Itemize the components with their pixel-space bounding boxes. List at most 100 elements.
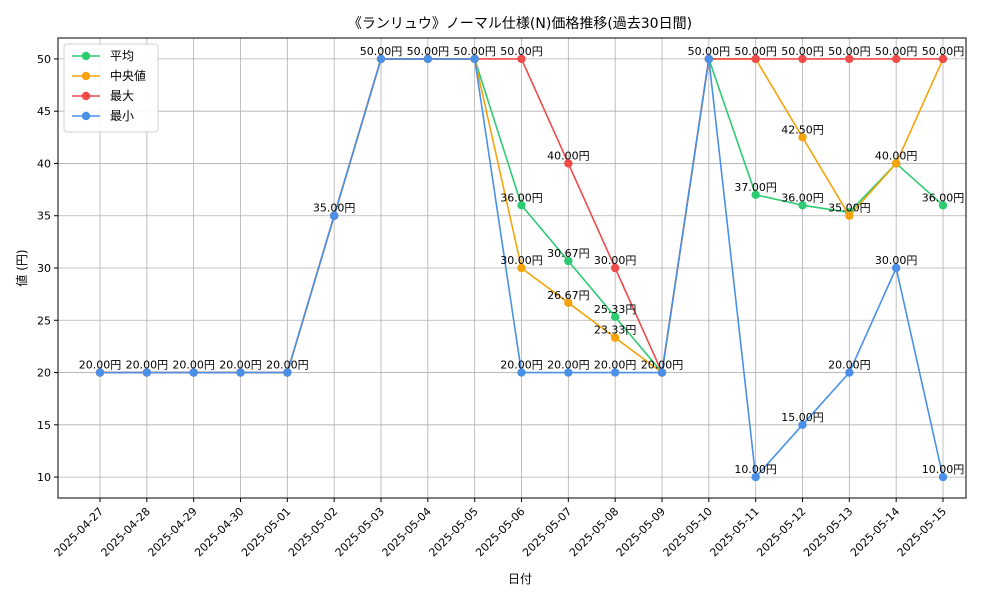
series-point-2 [845,54,854,64]
data-label: 36.00円 [500,191,543,204]
data-label: 10.00円 [922,463,965,476]
data-label: 35.00円 [828,202,871,215]
series-point-3 [329,211,339,220]
data-label: 50.00円 [922,45,965,58]
series-point-3 [704,54,714,64]
y-tick-label: 30 [37,262,51,275]
legend-swatch-marker [81,51,91,61]
legend-swatch-marker [81,71,91,81]
chart-title: 《ランリュウ》ノーマル仕様(N)価格推移(過去30日間) [348,16,692,32]
data-label: 20.00円 [126,359,169,372]
data-label: 25.33円 [594,303,637,316]
series-point-1 [798,133,807,142]
data-label: 36.00円 [922,191,965,204]
legend-box [63,43,159,133]
data-label: 50.00円 [453,45,496,58]
data-label: 50.00円 [734,45,777,58]
data-label: 50.00円 [407,45,450,58]
x-tick-label: 2025-05-10 [661,505,715,559]
series-point-3 [751,472,760,482]
plot-frame [57,37,967,499]
data-label: 20.00円 [828,359,871,372]
series-point-3 [470,54,479,64]
data-label: 26.67円 [547,289,590,302]
data-label: 35.00円 [313,202,356,215]
series-point-3 [798,420,807,430]
x-tick-label: 2025-05-12 [754,505,808,559]
series-point-3 [657,368,667,377]
x-tick-label: 2025-04-28 [99,505,153,559]
x-tick-label: 2025-05-05 [426,505,480,559]
series-point-3 [423,54,433,64]
y-tick-label: 15 [37,419,51,432]
data-label: 20.00円 [79,359,122,372]
x-axis-title: 日付 [508,572,532,586]
series-point-3 [283,368,292,377]
data-label: 20.00円 [172,359,215,372]
axes-layer: 2025-04-272025-04-282025-04-292025-04-30… [37,37,967,559]
series-point-3 [95,368,105,377]
series-layer [95,54,948,482]
data-label: 30.00円 [875,254,918,267]
series-point-0 [938,201,948,210]
x-tick-label: 2025-04-30 [192,505,246,559]
series-point-3 [517,368,526,377]
x-tick-label: 2025-05-06 [473,505,527,559]
series-point-0 [564,256,573,266]
data-label: 20.00円 [547,359,590,372]
legend-label: 平均 [110,49,134,63]
y-tick-label: 20 [37,367,51,380]
x-tick-label: 2025-04-29 [145,505,199,559]
legend-label: 中央値 [110,68,146,83]
series-point-3 [142,368,152,377]
x-tick-label: 2025-05-09 [614,505,668,559]
x-tick-label: 2025-05-07 [520,505,574,559]
data-label: 40.00円 [875,149,918,162]
y-axis-title: 値 (円) [14,249,29,286]
series-point-2 [938,54,948,64]
data-label: 23.33円 [594,324,637,337]
series-point-2 [517,54,526,64]
series-point-3 [938,472,948,482]
data-label: 20.00円 [500,359,543,372]
data-label: 50.00円 [875,45,918,58]
x-tick-label: 2025-05-03 [333,505,387,559]
series-point-3 [236,368,245,377]
y-tick-label: 45 [37,105,51,118]
x-tick-label: 2025-04-27 [52,505,106,559]
series-point-1 [564,298,573,308]
series-point-0 [517,201,526,210]
series-point-2 [564,159,573,168]
x-tick-label: 2025-05-01 [239,505,293,559]
series-point-3 [845,368,854,377]
data-label: 20.00円 [219,359,262,372]
series-point-2 [798,54,807,64]
data-label: 30.00円 [500,254,543,267]
data-label: 50.00円 [688,45,731,58]
x-tick-label: 2025-05-13 [801,505,855,559]
x-tick-label: 2025-05-08 [567,505,621,559]
data-label: 36.00円 [781,191,824,204]
data-label: 40.00円 [547,149,590,162]
series-point-3 [891,263,901,273]
series-point-1 [610,333,620,342]
series-point-1 [891,159,901,168]
y-tick-label: 35 [37,210,51,223]
data-label: 20.00円 [266,359,309,372]
legend-swatch-marker [81,111,91,121]
series-point-3 [564,368,573,377]
x-tick-label: 2025-05-11 [707,505,761,559]
series-point-1 [845,211,854,220]
data-label: 50.00円 [360,45,403,58]
series-point-0 [610,312,620,322]
y-tick-label: 50 [37,53,51,66]
legend-swatch-marker [81,91,91,101]
y-tick-label: 10 [37,471,51,484]
x-tick-label: 2025-05-14 [848,505,902,559]
data-label: 50.00円 [828,45,871,58]
data-label: 15.00円 [781,411,824,424]
data-label: 50.00円 [500,45,543,58]
data-label: 30.00円 [594,254,637,267]
